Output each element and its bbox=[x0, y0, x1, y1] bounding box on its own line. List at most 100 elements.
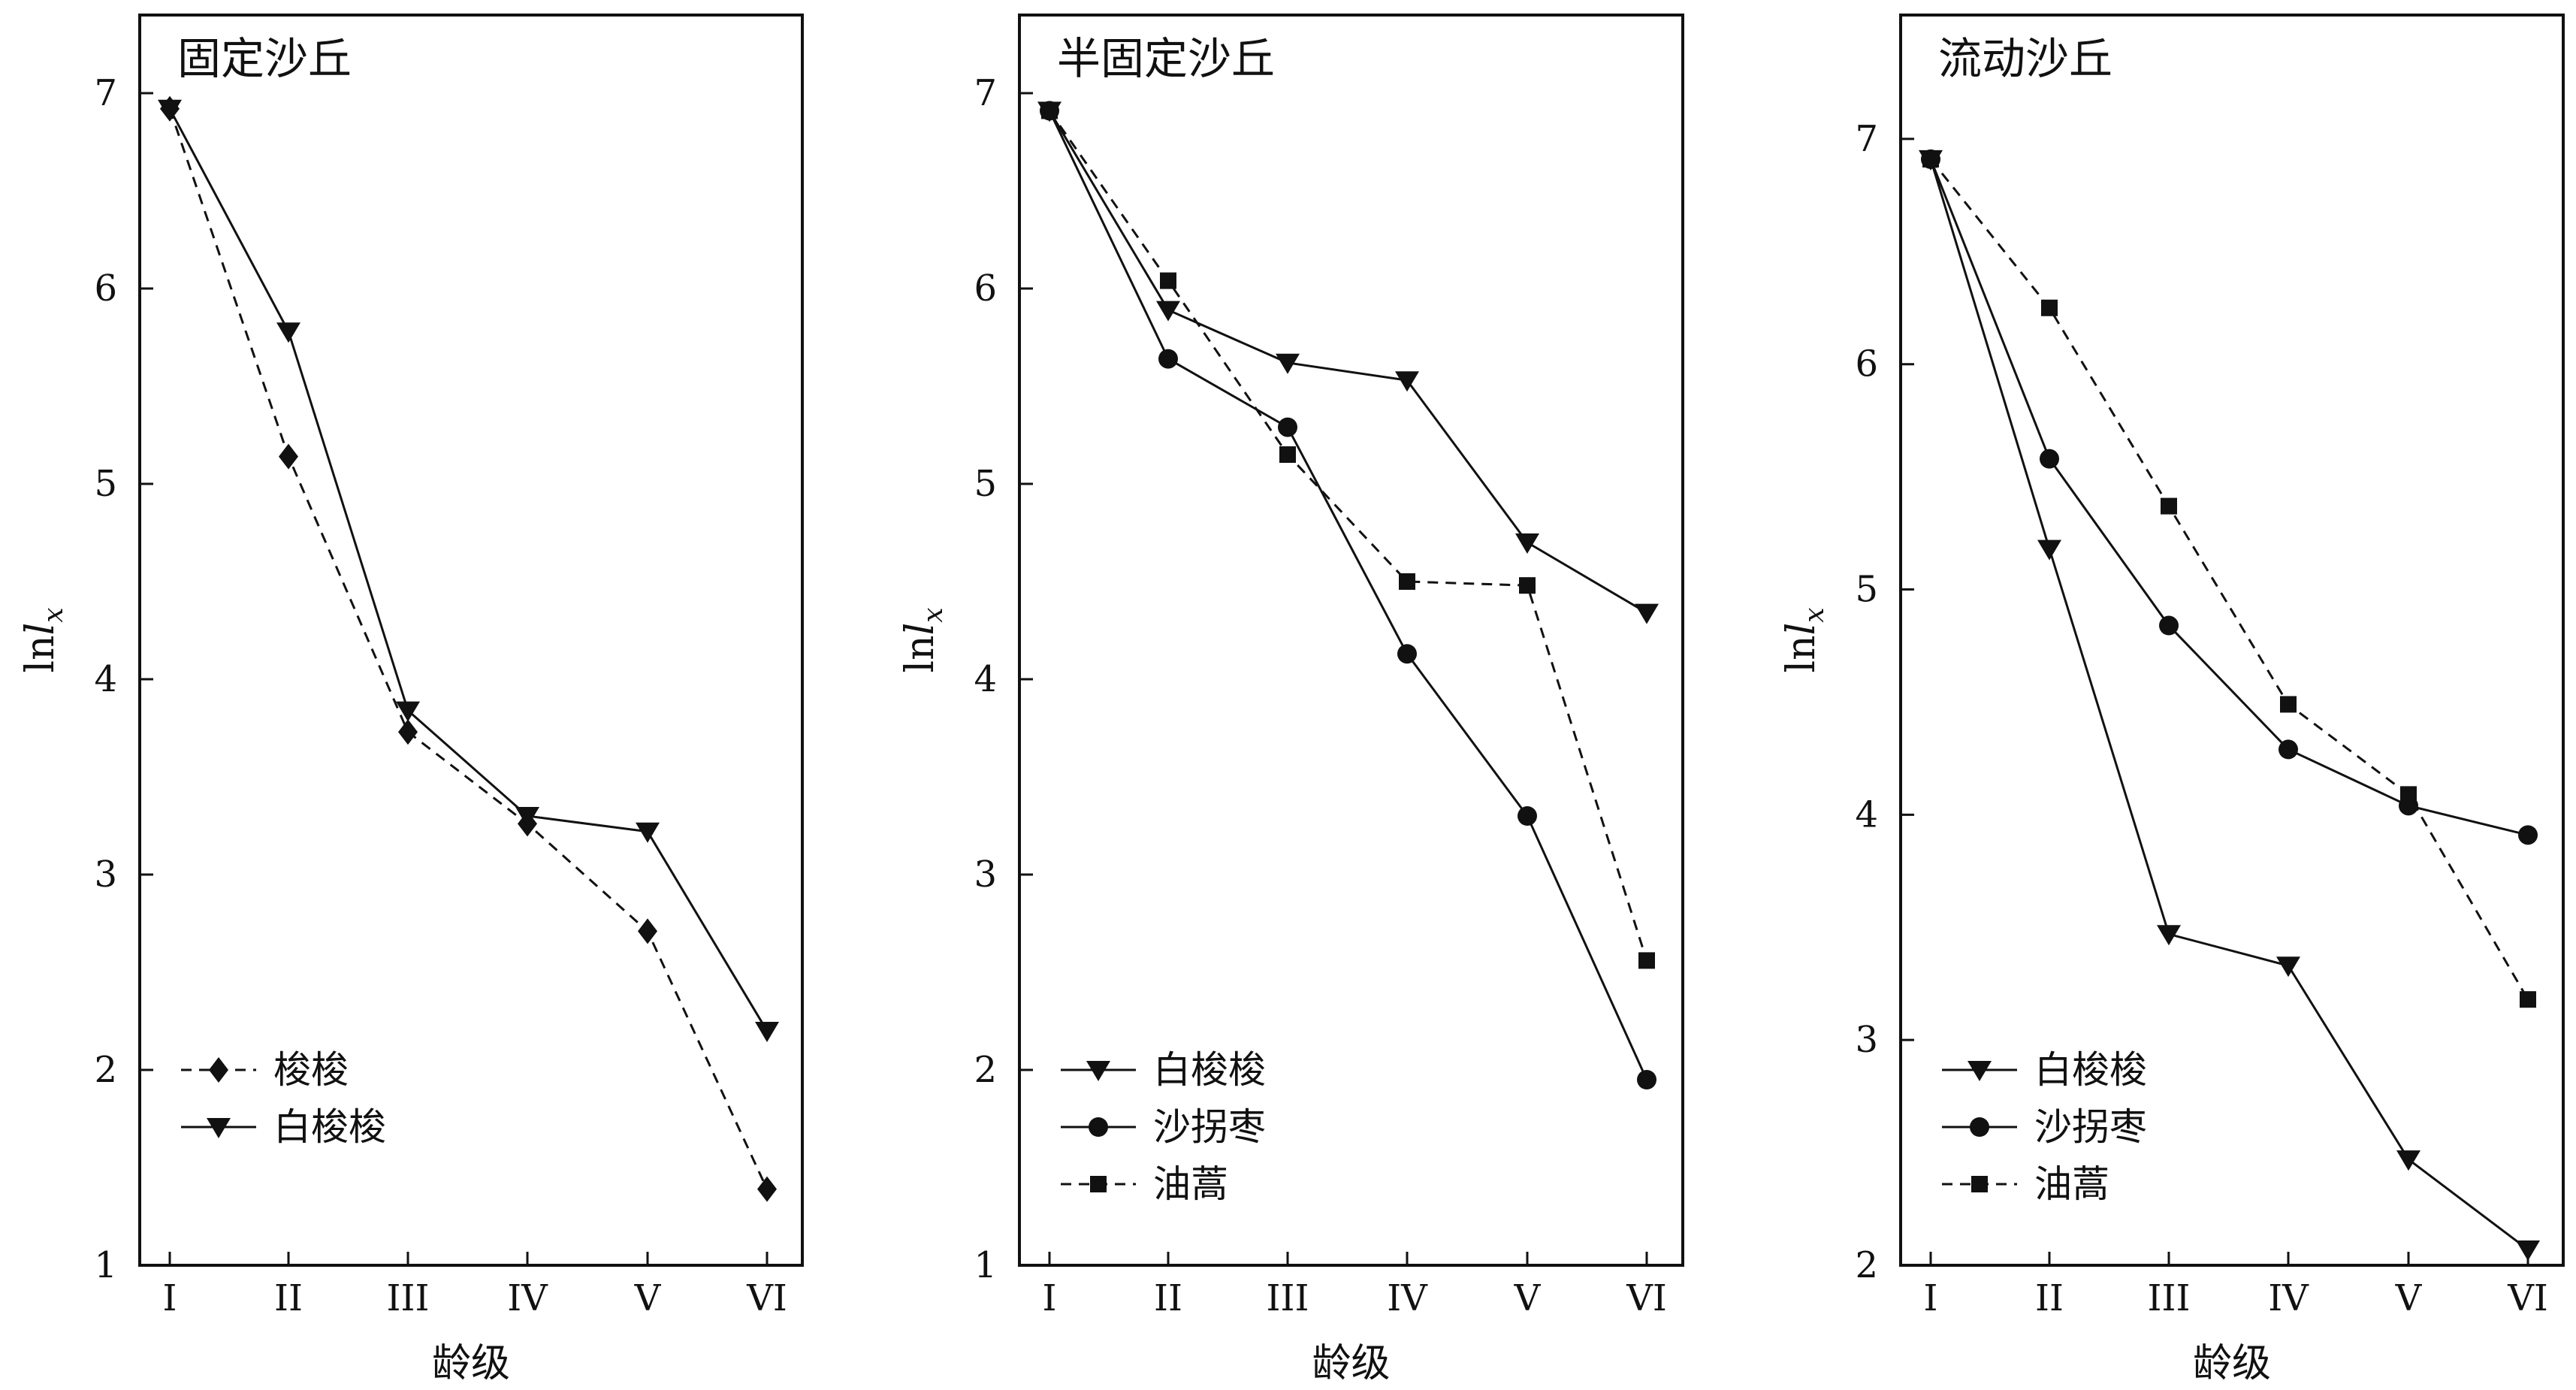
data-point bbox=[279, 443, 298, 470]
data-point bbox=[2396, 1150, 2420, 1171]
legend-marker bbox=[1090, 1176, 1107, 1192]
legend-marker bbox=[209, 1057, 228, 1083]
data-point bbox=[2280, 696, 2297, 713]
data-point bbox=[1399, 573, 1415, 590]
y-tick-label: 5 bbox=[94, 463, 117, 505]
data-point bbox=[158, 99, 182, 120]
x-axis-label: 龄级 bbox=[432, 1341, 510, 1386]
x-axis-label: 龄级 bbox=[2193, 1341, 2271, 1386]
y-axis-label-subscript: x bbox=[918, 607, 949, 622]
y-axis-label: lnlx bbox=[898, 607, 949, 672]
x-tick-label: I bbox=[1043, 1277, 1057, 1319]
data-point bbox=[276, 322, 300, 343]
data-point bbox=[638, 918, 657, 944]
legend-entry: 白梭梭 bbox=[181, 1105, 386, 1149]
data-point bbox=[1276, 353, 1300, 374]
plot-frame bbox=[138, 14, 804, 1267]
data-point bbox=[2157, 925, 2181, 946]
data-point bbox=[757, 1176, 777, 1202]
legend-entry: 油蒿 bbox=[1061, 1162, 1228, 1206]
series-line bbox=[1929, 159, 2529, 836]
legend-label: 沙拐枣 bbox=[1153, 1105, 1266, 1149]
legend-marker bbox=[1089, 1117, 1108, 1137]
data-point bbox=[1278, 417, 1297, 437]
y-tick-label: 5 bbox=[1855, 569, 1878, 611]
x-tick-label: VI bbox=[2507, 1277, 2548, 1319]
legend-label: 白梭梭 bbox=[273, 1105, 386, 1149]
data-point bbox=[2161, 497, 2177, 515]
y-tick-label: 3 bbox=[974, 854, 997, 896]
series-line bbox=[168, 108, 769, 1032]
data-point bbox=[1519, 577, 1536, 594]
y-axis-label-variable: l bbox=[1779, 623, 1824, 636]
data-point bbox=[2520, 991, 2536, 1008]
data-point bbox=[1158, 349, 1178, 369]
legend-entry: 白梭梭 bbox=[1061, 1048, 1266, 1092]
y-axis-label-subscript: x bbox=[1799, 607, 1830, 622]
y-tick-label: 7 bbox=[974, 72, 997, 114]
y-tick-label: 4 bbox=[974, 658, 997, 700]
data-point bbox=[2041, 299, 2058, 316]
y-tick-label: 6 bbox=[1855, 343, 1878, 385]
data-point bbox=[2276, 956, 2300, 978]
y-axis-label: lnlx bbox=[1779, 607, 1830, 672]
x-tick-label: IV bbox=[507, 1277, 548, 1319]
y-tick-label: 1 bbox=[974, 1244, 997, 1286]
data-point bbox=[1635, 603, 1659, 624]
series-2 bbox=[158, 99, 779, 1042]
series-1 bbox=[1037, 101, 1659, 624]
y-tick-label: 7 bbox=[1855, 118, 1878, 160]
series-line bbox=[1048, 110, 1648, 961]
x-tick-label: IV bbox=[2268, 1277, 2309, 1319]
legend-entry: 白梭梭 bbox=[1942, 1048, 2147, 1092]
y-tick-label: 5 bbox=[974, 463, 997, 505]
data-point bbox=[396, 701, 420, 722]
series-line bbox=[1048, 110, 1648, 1080]
y-tick-label: 2 bbox=[974, 1049, 997, 1091]
series-2 bbox=[1921, 149, 2538, 845]
x-axis-label: 龄级 bbox=[1312, 1341, 1390, 1386]
data-point bbox=[515, 807, 539, 827]
data-point bbox=[1637, 1070, 1656, 1089]
data-point bbox=[1518, 806, 1537, 826]
x-tick-label: VI bbox=[1626, 1277, 1667, 1319]
legend-entry: 油蒿 bbox=[1942, 1162, 2109, 1206]
legend-label: 白梭梭 bbox=[2034, 1048, 2147, 1092]
panel-title: 流动沙丘 bbox=[1938, 33, 2112, 84]
x-tick-label: III bbox=[387, 1277, 430, 1319]
y-axis-label-variable: l bbox=[18, 623, 63, 636]
data-point bbox=[2279, 739, 2298, 760]
data-point bbox=[1160, 272, 1176, 289]
x-tick-label: I bbox=[1924, 1277, 1938, 1319]
legend-entry: 梭梭 bbox=[181, 1048, 349, 1092]
legend-entry: 沙拐枣 bbox=[1061, 1105, 1266, 1149]
data-point bbox=[755, 1022, 779, 1042]
plot-frame bbox=[1899, 14, 2565, 1267]
data-point bbox=[1638, 952, 1655, 969]
y-tick-label: 7 bbox=[94, 72, 117, 114]
y-tick-label: 2 bbox=[1855, 1244, 1878, 1286]
series-1 bbox=[1919, 150, 2540, 1262]
y-tick-label: 2 bbox=[94, 1049, 117, 1091]
y-axis-label: lnlx bbox=[18, 607, 69, 672]
x-tick-label: V bbox=[2395, 1277, 2423, 1319]
data-point bbox=[2037, 539, 2061, 561]
x-tick-label: IV bbox=[1387, 1277, 1428, 1319]
y-tick-label: 6 bbox=[974, 267, 997, 310]
legend-label: 油蒿 bbox=[1153, 1162, 1228, 1206]
legend-marker bbox=[1971, 1176, 1988, 1192]
x-tick-label: I bbox=[163, 1277, 177, 1319]
y-tick-label: 1 bbox=[94, 1244, 117, 1286]
data-point bbox=[2518, 825, 2538, 845]
data-point bbox=[1397, 644, 1417, 664]
legend-marker bbox=[1086, 1061, 1110, 1081]
data-point bbox=[1515, 533, 1539, 554]
legend-label: 白梭梭 bbox=[1153, 1048, 1266, 1092]
series-line bbox=[168, 108, 769, 1190]
data-point bbox=[1279, 446, 1296, 463]
x-tick-label: II bbox=[274, 1277, 303, 1319]
